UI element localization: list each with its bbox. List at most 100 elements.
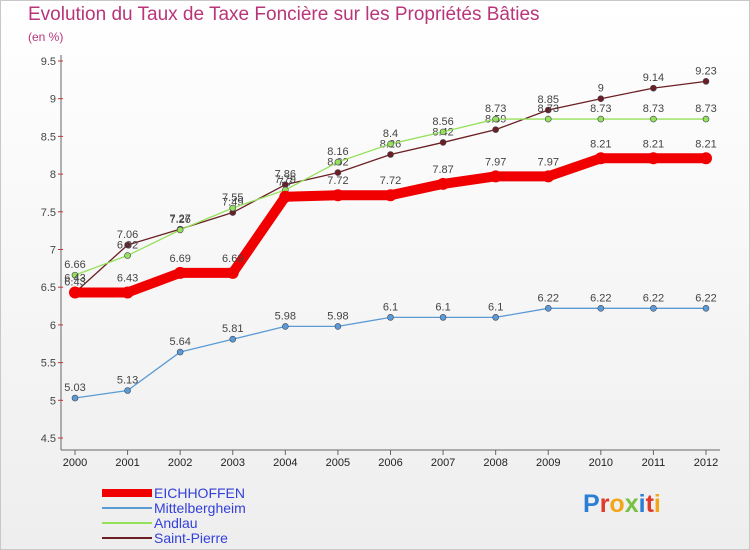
data-point-eichhoffen <box>331 189 344 202</box>
brand-letter: o <box>609 490 625 518</box>
y-tick-label: 5 <box>50 395 56 407</box>
legend-label-eichhoffen: EICHHOFFEN <box>154 485 245 501</box>
data-point-eichhoffen <box>69 286 81 299</box>
data-point-eichhoffen <box>542 170 555 183</box>
legend-label-mittelbergheim: Mittelbergheim <box>154 500 246 516</box>
x-tick-label: 2004 <box>273 457 297 469</box>
data-point-saint-pierre <box>124 241 131 249</box>
data-point-mittelbergheim <box>387 314 394 321</box>
data-label-mittelbergheim: 6.22 <box>695 292 716 304</box>
data-point-andlau <box>544 115 552 123</box>
chart-subtitle: (en %) <box>28 30 64 44</box>
data-point-eichhoffen <box>594 152 607 165</box>
data-label-mittelbergheim: 5.81 <box>222 323 243 335</box>
data-label-eichhoffen: 6.43 <box>117 272 138 284</box>
data-label-eichhoffen: 6.43 <box>64 272 85 284</box>
data-label-eichhoffen: 7.97 <box>538 156 559 168</box>
data-point-andlau <box>439 128 447 136</box>
data-point-andlau <box>387 140 394 148</box>
data-point-mittelbergheim <box>334 323 342 330</box>
data-point-eichhoffen <box>279 190 292 203</box>
data-point-saint-pierre <box>439 139 447 146</box>
data-label-eichhoffen: 8.21 <box>695 138 716 150</box>
data-point-eichhoffen <box>384 189 397 202</box>
data-label-andlau: 8.4 <box>383 128 398 140</box>
data-point-mittelbergheim <box>650 305 657 312</box>
data-label-eichhoffen: 7.97 <box>485 156 506 168</box>
data-label-saint-pierre: 9.23 <box>695 65 716 77</box>
data-label-saint-pierre: 7.06 <box>117 229 138 241</box>
data-label-saint-pierre: 6.43 <box>64 276 85 288</box>
data-point-andlau <box>492 115 499 123</box>
data-point-mittelbergheim <box>439 314 447 321</box>
data-label-andlau: 8.73 <box>538 103 559 115</box>
data-point-andlau <box>702 115 710 123</box>
y-tick-label: 6.5 <box>41 282 56 294</box>
data-point-saint-pierre <box>702 78 710 85</box>
data-label-eichhoffen: 7.72 <box>380 175 401 187</box>
data-point-saint-pierre <box>650 84 657 92</box>
data-label-andlau: 8.16 <box>327 146 348 158</box>
data-label-mittelbergheim: 6.1 <box>488 301 503 313</box>
data-point-mittelbergheim <box>229 335 237 343</box>
data-label-mittelbergheim: 5.98 <box>327 310 348 322</box>
data-label-mittelbergheim: 5.13 <box>117 374 138 386</box>
data-label-andlau: 6.92 <box>117 240 138 252</box>
x-tick-label: 2009 <box>536 457 560 469</box>
data-label-mittelbergheim: 6.22 <box>643 292 664 304</box>
data-point-andlau <box>124 252 131 259</box>
legend-label-saint-pierre: Saint-Pierre <box>154 530 228 546</box>
data-label-andlau: 6.66 <box>64 259 85 271</box>
data-point-eichhoffen <box>174 266 187 279</box>
data-label-andlau: 8.73 <box>590 103 611 115</box>
legend-item-mittelbergheim: Mittelbergheim <box>100 500 246 516</box>
brand-letter: i <box>653 490 661 518</box>
legend-swatch-eichhoffen <box>102 489 152 497</box>
legend-item-eichhoffen: EICHHOFFEN <box>100 485 245 501</box>
data-label-andlau: 8.73 <box>643 103 664 115</box>
data-label-mittelbergheim: 6.1 <box>383 301 398 313</box>
data-label-eichhoffen: 8.21 <box>643 138 664 150</box>
data-label-mittelbergheim: 5.64 <box>169 336 190 348</box>
y-tick-label: 4.5 <box>41 433 56 445</box>
y-tick-label: 8 <box>50 169 56 181</box>
data-label-mittelbergheim: 6.22 <box>590 292 611 304</box>
data-label-saint-pierre: 7.27 <box>169 213 190 225</box>
y-tick-label: 6 <box>50 320 56 332</box>
brand-letter: i <box>638 490 646 518</box>
data-point-saint-pierre <box>597 95 605 102</box>
legend-label-andlau: Andlau <box>154 515 198 531</box>
data-label-andlau: 8.73 <box>695 103 716 115</box>
data-point-mittelbergheim <box>492 314 499 321</box>
x-tick-label: 2006 <box>378 457 402 469</box>
brand-letter: t <box>645 490 654 518</box>
chart-title: Evolution du Taux de Taxe Foncière sur l… <box>28 4 540 25</box>
data-point-mittelbergheim <box>71 394 79 402</box>
x-tick-label: 2002 <box>168 457 192 469</box>
data-label-eichhoffen: 8.21 <box>590 138 611 150</box>
brand-logo: Proxiti <box>583 490 661 519</box>
x-tick-label: 2011 <box>642 457 666 469</box>
brand-letter: r <box>599 490 610 518</box>
data-point-eichhoffen <box>226 266 239 279</box>
data-point-saint-pierre <box>492 126 499 133</box>
x-tick-label: 2003 <box>221 457 245 469</box>
legend-item-andlau: Andlau <box>100 515 198 531</box>
y-tick-label: 8.5 <box>41 131 56 143</box>
data-point-eichhoffen <box>437 177 450 190</box>
data-label-saint-pierre: 7.86 <box>275 169 296 181</box>
data-label-andlau: 7.55 <box>222 192 243 204</box>
data-point-mittelbergheim <box>544 305 552 312</box>
data-point-saint-pierre <box>334 169 342 176</box>
data-point-mittelbergheim <box>597 305 605 312</box>
data-point-andlau <box>334 158 342 166</box>
data-label-eichhoffen: 7.87 <box>432 164 453 176</box>
brand-letter: x <box>624 490 639 518</box>
data-point-mittelbergheim <box>176 348 184 356</box>
data-point-andlau <box>229 204 237 212</box>
data-point-saint-pierre <box>544 106 552 114</box>
data-label-andlau: 7.26 <box>169 214 190 226</box>
y-tick-label: 5.5 <box>41 358 56 370</box>
